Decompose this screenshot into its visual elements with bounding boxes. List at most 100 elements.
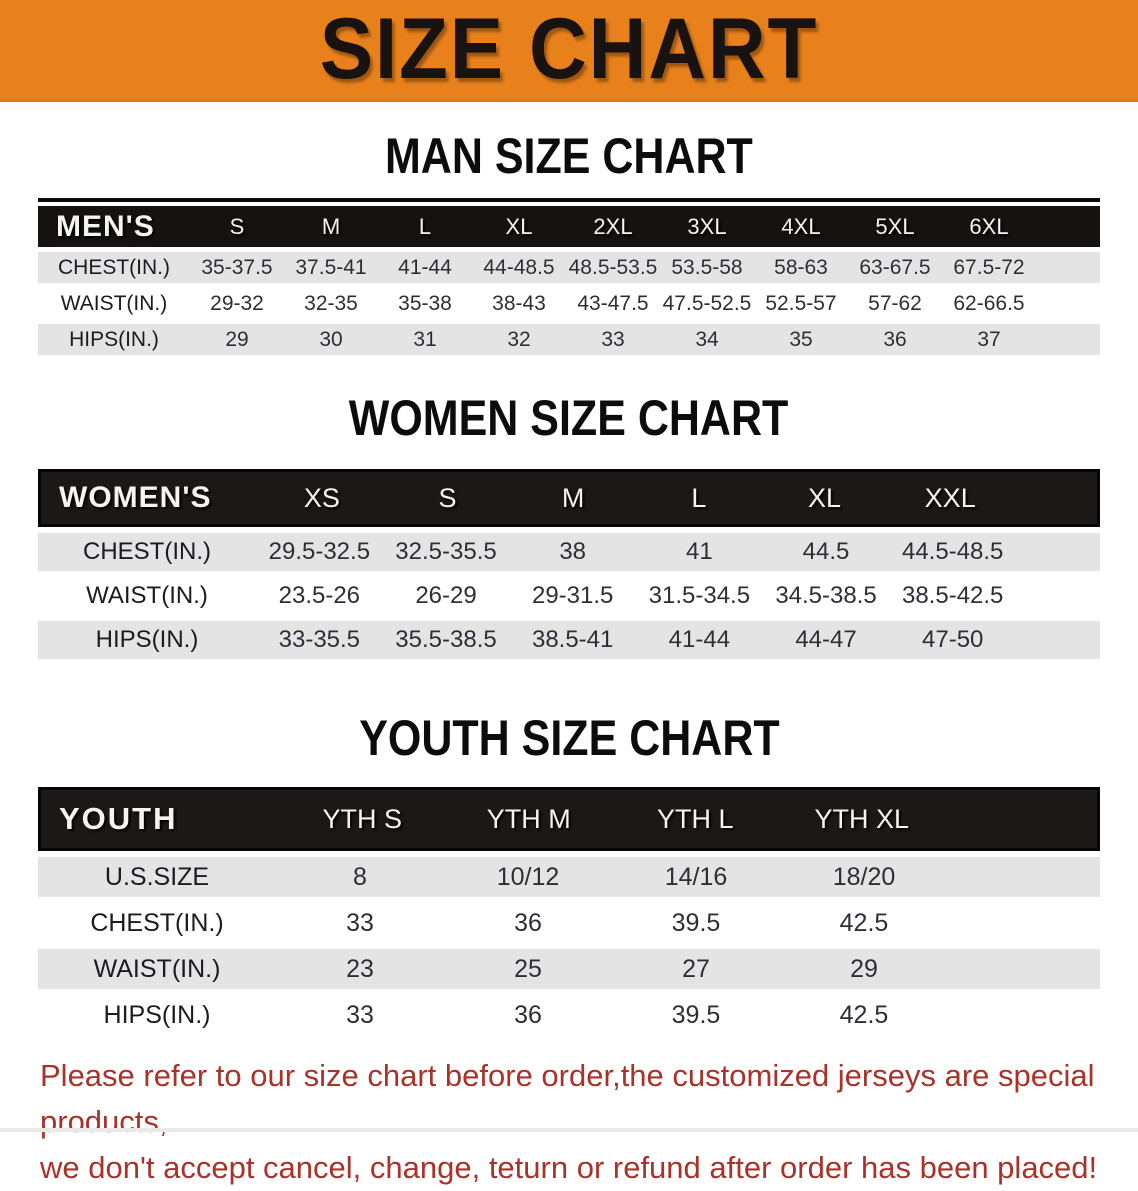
youth-column-header: YTH XL	[814, 803, 910, 834]
men-size-value: 57-62	[868, 291, 922, 315]
footer-disclaimer: Please refer to our size chart before or…	[40, 1053, 1118, 1191]
youth-size-table: YOUTH YTH S YTH M YTH L YTH XL U.S.SIZE 8 10/12…	[38, 787, 1100, 1035]
women-size-value: 38	[559, 538, 587, 565]
men-size-value: 43-47.5	[577, 291, 649, 315]
men-table-row: HIPS(IN.) 29 30 31 32 33 34 35 36 37	[38, 324, 1100, 355]
women-size-value: 23.5-26	[278, 582, 361, 609]
men-column-header: M	[321, 213, 341, 239]
men-section: MAN SIZE CHART MEN'S S M L XL 2XL 3XL 4XL 5XL 6XL…	[0, 102, 1138, 355]
men-size-value: 35-38	[398, 291, 452, 315]
youth-size-value: 10/12	[496, 862, 560, 891]
youth-size-value: 39.5	[671, 1000, 721, 1029]
youth-size-value: 36	[514, 908, 542, 937]
women-column-header: S	[438, 482, 457, 513]
youth-size-value: 29	[850, 954, 878, 983]
men-size-value: 29	[225, 327, 249, 351]
women-size-value: 44-47	[795, 626, 857, 653]
men-row-label: WAIST(IN.)	[60, 291, 168, 315]
women-row-label: CHEST(IN.)	[83, 538, 211, 565]
women-section-title: WOMEN SIZE CHART	[0, 355, 1138, 445]
men-column-header: XL	[505, 213, 533, 239]
footer-disclaimer-line-2: we don't accept cancel, change, teturn o…	[40, 1149, 1098, 1185]
women-table-row: WAIST(IN.) 23.5-26 26-29 29-31.5 31.5-34.5 34…	[38, 577, 1100, 615]
men-column-header: 6XL	[969, 213, 1009, 239]
men-size-table: MEN'S S M L XL 2XL 3XL 4XL 5XL 6XL CHEST(IN.) 35-37…	[38, 198, 1100, 355]
youth-column-header: YTH S	[322, 803, 402, 834]
women-size-value: 41-44	[668, 626, 731, 653]
table-top-border	[38, 198, 1100, 202]
women-size-value: 32.5-35.5	[395, 538, 497, 565]
women-size-value: 47-50	[922, 626, 984, 653]
bottom-divider	[0, 1128, 1138, 1132]
men-size-value: 58-63	[774, 255, 828, 279]
women-size-value: 31.5-34.5	[648, 582, 751, 609]
women-table-row: CHEST(IN.) 29.5-32.5 32.5-35.5 38 41 44.5 44.5…	[38, 533, 1100, 571]
men-size-value: 41-44	[398, 255, 452, 279]
men-size-value: 37.5-41	[295, 255, 367, 279]
men-column-header: 5XL	[875, 213, 915, 239]
men-size-value: 35	[789, 327, 813, 351]
footer-disclaimer-line-1: Please refer to our size chart before or…	[40, 1058, 1095, 1139]
women-corner-label: WOMEN'S	[59, 481, 212, 514]
men-size-value: 35-37.5	[201, 255, 273, 279]
women-size-value: 35.5-38.5	[395, 626, 497, 653]
youth-size-value: 8	[353, 862, 367, 891]
women-table-header-row: WOMEN'S XS S M L XL XXL	[38, 469, 1100, 527]
men-size-value: 62-66.5	[953, 291, 1025, 315]
banner-title: SIZE CHART	[319, 1, 819, 97]
men-column-header: 3XL	[687, 213, 727, 239]
men-column-header: 2XL	[593, 213, 633, 239]
men-column-header: 4XL	[781, 213, 821, 239]
women-row-label: WAIST(IN.)	[86, 582, 208, 609]
men-size-value: 53.5-58	[671, 255, 743, 279]
women-size-value: 33-35.5	[278, 626, 361, 653]
youth-size-value: 25	[514, 954, 542, 983]
women-size-value: 38.5-42.5	[901, 582, 1004, 609]
men-size-value: 38-43	[492, 291, 546, 315]
men-table-row: WAIST(IN.) 29-32 32-35 35-38 38-43 43-47.5 47.…	[38, 288, 1100, 319]
youth-size-value: 42.5	[839, 908, 889, 937]
youth-table-row: WAIST(IN.) 23 25 27 29	[38, 949, 1100, 989]
youth-size-value: 33	[346, 908, 374, 937]
women-column-header: XS	[303, 482, 340, 513]
men-size-value: 48.5-53.5	[568, 255, 658, 279]
men-table-row: CHEST(IN.) 35-37.5 37.5-41 41-44 44-48.5 48.5…	[38, 252, 1100, 283]
youth-size-value: 39.5	[671, 908, 721, 937]
men-size-value: 47.5-52.5	[662, 291, 752, 315]
women-size-value: 44.5	[802, 538, 850, 565]
men-size-value: 33	[601, 327, 625, 351]
women-column-header: XXL	[924, 482, 976, 513]
men-corner-label: MEN'S	[56, 209, 155, 243]
youth-row-label: HIPS(IN.)	[103, 1000, 211, 1029]
youth-size-value: 23	[346, 954, 374, 983]
youth-corner-label: YOUTH	[59, 801, 178, 836]
men-size-value: 32-35	[304, 291, 358, 315]
men-size-value: 52.5-57	[765, 291, 837, 315]
men-column-header: L	[418, 213, 432, 239]
women-size-value: 38.5-41	[531, 626, 614, 653]
women-size-value: 34.5-38.5	[775, 582, 877, 609]
size-chart-banner: SIZE CHART	[0, 0, 1138, 102]
men-size-value: 36	[883, 327, 907, 351]
youth-table-row: U.S.SIZE 8 10/12 14/16 18/20	[38, 857, 1100, 897]
women-row-label: HIPS(IN.)	[95, 626, 199, 653]
women-table-row: HIPS(IN.) 33-35.5 35.5-38.5 38.5-41 41-44 44-…	[38, 621, 1100, 659]
men-section-title-text: MAN SIZE CHART	[385, 128, 753, 184]
youth-size-value: 42.5	[839, 1000, 889, 1029]
men-size-value: 31	[413, 327, 437, 351]
women-size-value: 26-29	[415, 582, 477, 609]
men-size-value: 32	[507, 327, 531, 351]
women-size-table: WOMEN'S XS S M L XL XXL CHEST(IN.) 29.5-32.5 32.5…	[38, 469, 1100, 659]
men-size-value: 63-67.5	[859, 255, 931, 279]
youth-size-value: 27	[682, 954, 710, 983]
youth-size-value: 36	[514, 1000, 542, 1029]
women-column-header: L	[691, 482, 707, 513]
women-size-value: 44.5-48.5	[901, 538, 1004, 565]
youth-column-header: YTH L	[656, 803, 734, 834]
youth-section-title: YOUTH SIZE CHART	[0, 659, 1138, 765]
men-table-header-row: MEN'S S M L XL 2XL 3XL 4XL 5XL 6XL	[38, 206, 1100, 247]
youth-row-label: WAIST(IN.)	[93, 954, 221, 983]
men-size-value: 37	[977, 327, 1001, 351]
men-size-value: 29-32	[210, 291, 264, 315]
men-row-label: HIPS(IN.)	[69, 327, 159, 351]
